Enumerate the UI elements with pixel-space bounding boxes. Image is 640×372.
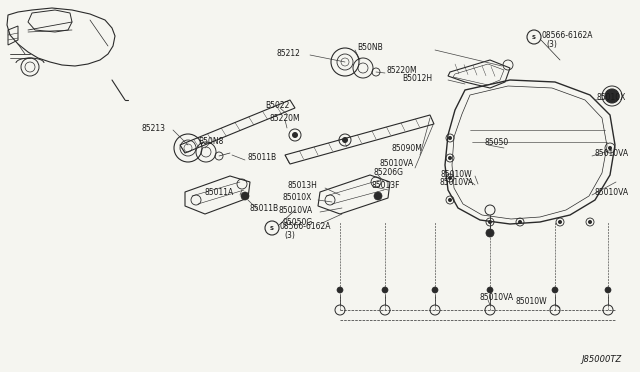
Circle shape [488, 220, 492, 224]
Text: S: S [532, 35, 536, 39]
Text: 85010W: 85010W [515, 298, 547, 307]
Text: 85010VA: 85010VA [380, 158, 414, 167]
Circle shape [518, 220, 522, 224]
Text: 85011A: 85011A [205, 187, 234, 196]
Text: 85011B: 85011B [250, 203, 279, 212]
Circle shape [588, 220, 592, 224]
Circle shape [241, 192, 249, 200]
Text: 85010W: 85010W [440, 170, 472, 179]
Circle shape [432, 287, 438, 293]
Text: 85010X: 85010X [283, 192, 312, 202]
Circle shape [487, 287, 493, 293]
Circle shape [558, 220, 562, 224]
Circle shape [486, 229, 494, 237]
Circle shape [448, 176, 452, 180]
Text: 85010X: 85010X [597, 93, 627, 102]
Circle shape [605, 287, 611, 293]
Text: B5012H: B5012H [402, 74, 432, 83]
Text: 85011B: 85011B [247, 153, 276, 161]
Circle shape [448, 198, 452, 202]
Text: 08566-6162A: 08566-6162A [280, 221, 332, 231]
Text: 85050: 85050 [485, 138, 509, 147]
Text: 08566-6162A: 08566-6162A [542, 31, 593, 39]
Circle shape [382, 287, 388, 293]
Text: 85013F: 85013F [372, 180, 401, 189]
Text: 85212: 85212 [276, 48, 300, 58]
Text: 85220M: 85220M [387, 65, 418, 74]
Circle shape [342, 137, 348, 143]
Text: 85013H: 85013H [287, 180, 317, 189]
Text: (3): (3) [284, 231, 295, 240]
Text: 85213: 85213 [141, 124, 165, 132]
Circle shape [292, 132, 298, 138]
Circle shape [337, 287, 343, 293]
Text: 85090M: 85090M [391, 144, 422, 153]
Circle shape [605, 89, 619, 103]
Circle shape [374, 192, 382, 200]
Text: S: S [270, 225, 274, 231]
Text: (3): (3) [546, 39, 557, 48]
Circle shape [448, 136, 452, 140]
Text: B50N8: B50N8 [198, 137, 223, 145]
Text: B50NB: B50NB [357, 42, 383, 51]
Text: 85010VA: 85010VA [595, 187, 629, 196]
Text: 85220M: 85220M [270, 113, 301, 122]
Text: 85010VA: 85010VA [279, 205, 313, 215]
Circle shape [448, 156, 452, 160]
Text: J85000TZ: J85000TZ [582, 356, 622, 365]
Text: B5022: B5022 [265, 100, 289, 109]
Circle shape [608, 146, 612, 150]
Text: 85010VA: 85010VA [440, 177, 474, 186]
Text: 85010VA: 85010VA [480, 292, 514, 301]
Circle shape [552, 287, 558, 293]
Text: 95050G: 95050G [283, 218, 313, 227]
Text: 85206G: 85206G [374, 167, 404, 176]
Text: 85010VA: 85010VA [595, 148, 629, 157]
